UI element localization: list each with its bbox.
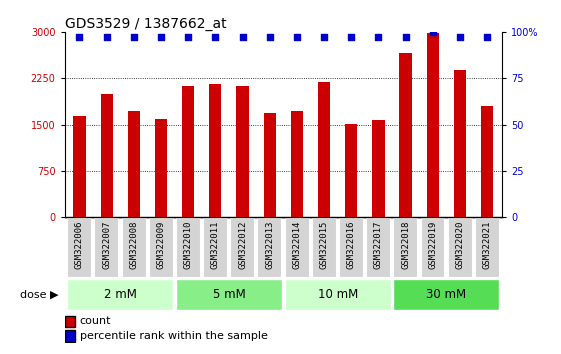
Point <box>130 35 139 40</box>
Point <box>265 35 274 40</box>
Bar <box>291 111 303 217</box>
Text: percentile rank within the sample: percentile rank within the sample <box>80 331 268 341</box>
Text: GSM322018: GSM322018 <box>401 220 410 269</box>
FancyBboxPatch shape <box>312 218 336 277</box>
Bar <box>100 94 113 217</box>
Point <box>183 35 192 40</box>
Point <box>157 35 165 40</box>
Text: GSM322010: GSM322010 <box>183 220 192 269</box>
Bar <box>182 86 194 217</box>
Text: GSM322019: GSM322019 <box>428 220 437 269</box>
Bar <box>373 120 384 217</box>
FancyBboxPatch shape <box>366 218 390 277</box>
FancyBboxPatch shape <box>149 218 173 277</box>
FancyBboxPatch shape <box>393 218 417 277</box>
Bar <box>209 84 222 217</box>
FancyBboxPatch shape <box>475 218 499 277</box>
Text: GSM322020: GSM322020 <box>456 220 465 269</box>
Point <box>401 35 410 40</box>
FancyBboxPatch shape <box>65 315 75 327</box>
Point <box>428 29 437 35</box>
Text: 2 mM: 2 mM <box>104 288 137 301</box>
Point <box>347 35 356 40</box>
Bar <box>318 82 330 217</box>
Text: GDS3529 / 1387662_at: GDS3529 / 1387662_at <box>65 17 226 31</box>
FancyBboxPatch shape <box>421 218 444 277</box>
FancyBboxPatch shape <box>448 218 472 277</box>
Text: GSM322008: GSM322008 <box>130 220 139 269</box>
Bar <box>399 53 412 217</box>
Text: GSM322017: GSM322017 <box>374 220 383 269</box>
FancyBboxPatch shape <box>67 279 173 310</box>
Text: count: count <box>80 316 111 326</box>
Point <box>374 35 383 40</box>
Point <box>211 35 220 40</box>
FancyBboxPatch shape <box>94 218 118 277</box>
Text: GSM322013: GSM322013 <box>265 220 274 269</box>
FancyBboxPatch shape <box>176 279 282 310</box>
Text: 5 mM: 5 mM <box>213 288 245 301</box>
Text: GSM322012: GSM322012 <box>238 220 247 269</box>
Text: GSM322011: GSM322011 <box>211 220 220 269</box>
Bar <box>264 113 276 217</box>
Bar <box>481 106 493 217</box>
Point <box>238 35 247 40</box>
Bar <box>128 111 140 217</box>
Text: dose ▶: dose ▶ <box>20 289 59 299</box>
Text: GSM322006: GSM322006 <box>75 220 84 269</box>
FancyBboxPatch shape <box>284 218 309 277</box>
FancyBboxPatch shape <box>122 218 145 277</box>
Point <box>292 35 301 40</box>
FancyBboxPatch shape <box>393 279 499 310</box>
FancyBboxPatch shape <box>284 279 390 310</box>
Bar <box>454 70 466 217</box>
FancyBboxPatch shape <box>231 218 254 277</box>
Text: GSM322015: GSM322015 <box>320 220 329 269</box>
Bar <box>73 116 86 217</box>
Text: GSM322016: GSM322016 <box>347 220 356 269</box>
FancyBboxPatch shape <box>339 218 363 277</box>
Text: 30 mM: 30 mM <box>426 288 466 301</box>
FancyBboxPatch shape <box>257 218 282 277</box>
FancyBboxPatch shape <box>176 218 200 277</box>
FancyBboxPatch shape <box>67 218 91 277</box>
Text: GSM322014: GSM322014 <box>292 220 301 269</box>
Point <box>456 35 465 40</box>
Bar <box>345 124 357 217</box>
Bar <box>155 119 167 217</box>
FancyBboxPatch shape <box>203 218 227 277</box>
Text: GSM322021: GSM322021 <box>482 220 491 269</box>
Text: GSM322009: GSM322009 <box>157 220 165 269</box>
Point <box>320 35 329 40</box>
Text: 10 mM: 10 mM <box>318 288 358 301</box>
Bar <box>427 33 439 217</box>
FancyBboxPatch shape <box>65 330 75 342</box>
Point <box>482 35 491 40</box>
Point <box>75 35 84 40</box>
Point <box>102 35 111 40</box>
Bar <box>236 86 249 217</box>
Text: GSM322007: GSM322007 <box>102 220 111 269</box>
